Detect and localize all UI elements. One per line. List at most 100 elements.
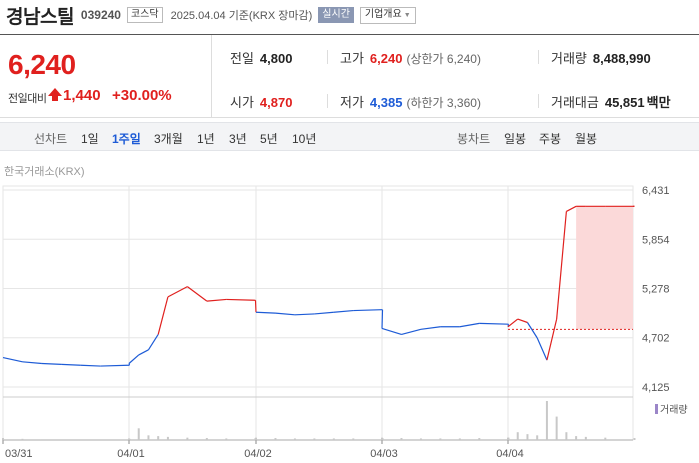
volume-bar [458,438,461,440]
price-line-segment [507,318,519,328]
chart-period-tabs: 선차트 1일 1주일 3개월 1년 3년 5년 10년 봉차트 일봉 주봉 월봉 [0,122,699,151]
current-price-panel: 6,240 전일대비 1,440 +30.00% [0,35,212,118]
price-line-segment [536,337,548,361]
volume-bar [147,435,150,440]
volume-bar [313,438,316,440]
price-line-segment [333,309,354,313]
chevron-down-icon: ▼ [403,11,411,19]
stock-code: 039240 [80,8,121,22]
volume-bar [79,439,82,440]
price-line-segment [275,312,295,316]
volume-bar [381,437,383,440]
price-line-segment [167,286,188,298]
volume-bar [352,438,355,440]
upper-limit: (상한가 6,240) [406,52,481,66]
prev-close: 전일 4,800 [230,48,292,67]
day-low: 저가 4,385 (하한가 3,360) [340,92,481,111]
divider [538,94,539,108]
volume-bar [604,437,607,440]
price-line-segment [566,205,577,212]
price-line-segment [459,322,480,328]
up-arrow-icon [48,88,62,96]
day-high: 고가 6,240 (상한가 6,240) [340,48,481,67]
price-line-segment [22,361,42,365]
up-arrow-stem [52,96,58,101]
stock-header: 경남스틸 039240 코스닥 2025.04.04 기준(KRX 장마감) 실… [0,0,699,30]
tab-10years[interactable]: 10년 [292,132,317,146]
chart-source: 한국거래소(KRX) [4,166,85,178]
price-line-segment [381,309,384,329]
volume-bar [565,432,568,440]
tab-daily[interactable]: 일봉 [504,132,527,146]
tab-3months[interactable]: 3개월 [154,132,183,146]
x-tick-label: 04/02 [244,448,272,460]
price-line-segment [381,327,402,336]
tab-1week[interactable]: 1주일 [112,132,141,146]
price-line-segment [128,354,140,364]
price-line-segment [80,364,101,367]
x-tick-label: 04/04 [496,448,524,460]
open-price: 시가 4,870 [230,92,292,111]
volume-bar [516,432,519,440]
volume-bar [128,438,130,440]
price-line-segment [157,296,169,335]
volume-bar [633,438,636,440]
volume-bar [205,438,208,440]
trading-amount: 거래대금 45,851 백만 [551,92,671,111]
market-badge: 코스닥 [126,7,163,23]
volume-bar [2,438,4,440]
company-overview-label: 기업개요 [364,8,402,20]
volume-bar [584,436,587,440]
change-percent: +30.00% [112,87,172,104]
prev-close-label: 전일 [230,51,254,66]
day-low-label: 저가 [340,95,364,110]
tab-monthly[interactable]: 월봉 [575,132,598,146]
volume-bar [536,435,539,440]
y-tick-label: 5,278 [642,284,670,296]
x-tick-label: 04/03 [370,448,398,460]
current-price: 6,240 [8,49,76,80]
tab-1year[interactable]: 1년 [197,132,215,146]
price-line-segment [420,326,441,330]
price-line-segment [128,363,131,366]
tab-3years[interactable]: 3년 [229,132,247,146]
price-line-segment [517,318,528,324]
company-name[interactable]: 경남스틸 [6,6,74,28]
volume-bar [332,438,335,440]
line-chart-label: 선차트 [34,132,68,146]
tab-5years[interactable]: 5년 [260,132,278,146]
volume-value: 8,488,990 [592,51,651,66]
price-line-segment [2,356,23,363]
trading-amount-unit: 백만 [646,95,671,110]
volume-bar [555,416,558,440]
company-overview-button[interactable]: 기업개요 ▼ [359,6,416,24]
price-line-segment [100,364,130,367]
prev-close-value: 4,800 [259,51,293,66]
volume-bar [157,436,160,440]
price-line-segment [479,322,509,325]
volume-bar [166,436,169,440]
day-high-label: 고가 [340,51,364,66]
price-line-segment [138,349,149,356]
tab-1day[interactable]: 1일 [81,132,99,146]
volume-bar [186,437,189,440]
x-tick-label: 03/31 [5,448,33,460]
volume-bar [400,438,403,440]
volume-legend-label: 거래량 [660,404,688,416]
realtime-button[interactable]: 실시간 [318,7,354,23]
volume-bar [225,438,228,440]
volume-bar [575,436,578,440]
volume-bar [545,401,548,440]
candle-chart-label: 봉차트 [457,132,491,146]
price-line-segment [255,311,276,314]
price-line-segment [401,328,422,336]
y-tick-label: 4,125 [642,382,670,394]
price-line-segment [556,211,567,320]
limit-up-area [576,206,633,330]
tab-weekly[interactable]: 주봉 [539,132,562,146]
open-price-value: 4,870 [259,95,293,110]
volume-bar [478,438,481,440]
lower-limit: (하한가 3,360) [406,96,481,110]
volume-bar [526,434,529,440]
